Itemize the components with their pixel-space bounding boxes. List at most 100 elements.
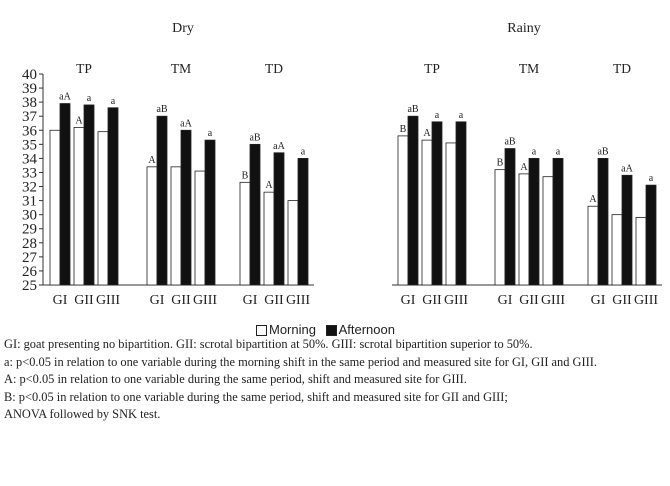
bar-morning bbox=[611, 214, 623, 286]
note-groups: GI: goat presenting no bipartition. GII:… bbox=[4, 337, 533, 351]
y-tick-label: 35 bbox=[22, 137, 37, 153]
bar-morning bbox=[445, 142, 457, 286]
note-anova: ANOVA followed by SNK test. bbox=[4, 407, 161, 421]
bar-afternoon bbox=[645, 184, 657, 286]
y-tick-label: 33 bbox=[22, 165, 37, 181]
data-label: B bbox=[242, 170, 249, 181]
y-tick-label: 27 bbox=[22, 250, 38, 266]
data-label: A bbox=[148, 155, 156, 166]
bar-afternoon bbox=[180, 129, 192, 286]
y-tick-label: 30 bbox=[22, 208, 37, 224]
data-label: a bbox=[435, 110, 440, 121]
y-tick-label: 25 bbox=[22, 278, 37, 294]
data-label: A bbox=[589, 194, 597, 205]
site-label-tp: TP bbox=[424, 61, 440, 76]
x-tick-label: GIII bbox=[193, 293, 217, 308]
data-label: aA bbox=[59, 92, 71, 103]
bar-morning bbox=[587, 205, 599, 286]
bar-afternoon bbox=[107, 107, 119, 286]
data-label: B bbox=[400, 124, 407, 135]
legend-swatch-morning bbox=[256, 325, 267, 337]
x-tick-label: GI bbox=[53, 293, 68, 308]
y-tick-label: 36 bbox=[22, 123, 38, 139]
x-tick-label: GIII bbox=[286, 293, 310, 308]
bar-morning bbox=[421, 139, 433, 286]
data-label: aA bbox=[621, 163, 633, 174]
site-label-tm: TM bbox=[519, 61, 539, 76]
bar-afternoon bbox=[249, 143, 261, 286]
data-label: a bbox=[649, 173, 654, 184]
bar-afternoon bbox=[59, 103, 71, 286]
y-tick-label: 31 bbox=[22, 194, 37, 210]
data-label: a bbox=[459, 110, 464, 121]
note-a: a: p<0.05 in relation to one variable du… bbox=[4, 354, 597, 369]
bar-afternoon bbox=[204, 139, 216, 286]
y-tick-label: 29 bbox=[22, 222, 37, 238]
data-label: aA bbox=[180, 118, 192, 129]
data-label: a bbox=[87, 93, 92, 104]
x-tick-label: GII bbox=[171, 293, 191, 308]
legend-item-morning: Morning bbox=[256, 322, 316, 337]
chart-legend: Morning Afternoon bbox=[256, 322, 401, 337]
bar-morning bbox=[542, 176, 554, 286]
bar-morning bbox=[194, 170, 206, 286]
x-tick-label: GII bbox=[612, 293, 632, 308]
x-tick-label: GI bbox=[591, 293, 606, 308]
x-tick-label: GII bbox=[519, 293, 539, 308]
y-tick-label: 39 bbox=[22, 81, 37, 97]
site-label-tm: TM bbox=[171, 61, 191, 76]
bar-morning bbox=[397, 135, 409, 286]
data-label: a bbox=[111, 96, 116, 107]
y-tick-label: 40 bbox=[22, 67, 37, 83]
x-tick-label: GIII bbox=[541, 293, 565, 308]
data-label: A bbox=[265, 180, 273, 191]
bar-afternoon bbox=[83, 104, 95, 286]
data-label: A bbox=[520, 162, 528, 173]
bar-afternoon bbox=[297, 157, 309, 286]
bar-morning bbox=[518, 173, 530, 286]
y-tick-label: 32 bbox=[22, 180, 37, 196]
bar-afternoon bbox=[156, 115, 168, 286]
bar-morning bbox=[635, 217, 647, 286]
x-tick-label: GI bbox=[150, 293, 165, 308]
x-tick-label: GIII bbox=[96, 293, 120, 308]
note-A: A: p<0.05 in relation to one variable du… bbox=[4, 372, 467, 386]
data-label: aB bbox=[597, 146, 608, 157]
bar-morning bbox=[170, 166, 182, 286]
bar-afternoon bbox=[407, 115, 419, 286]
y-tick-label: 28 bbox=[22, 236, 37, 252]
data-label: a bbox=[532, 146, 537, 157]
bar-morning bbox=[49, 129, 61, 286]
bar-afternoon bbox=[597, 157, 609, 286]
data-label: aB bbox=[504, 137, 515, 148]
bar-afternoon bbox=[455, 121, 467, 286]
x-tick-label: GI bbox=[401, 293, 416, 308]
bar-afternoon bbox=[431, 121, 443, 286]
x-tick-label: GII bbox=[264, 293, 284, 308]
site-label-tp: TP bbox=[76, 61, 92, 76]
data-label: a bbox=[301, 146, 306, 157]
data-label: aB bbox=[407, 104, 418, 115]
legend-label-morning: Morning bbox=[269, 322, 316, 337]
bar-morning bbox=[146, 166, 158, 286]
y-tick-label: 34 bbox=[22, 151, 38, 167]
x-tick-label: GI bbox=[243, 293, 258, 308]
data-label: a bbox=[208, 128, 213, 139]
x-tick-label: GII bbox=[422, 293, 442, 308]
bar-afternoon bbox=[621, 174, 633, 286]
legend-swatch-afternoon bbox=[325, 325, 337, 337]
legend-label-afternoon: Afternoon bbox=[338, 322, 395, 337]
data-label: aB bbox=[249, 132, 260, 143]
note-B: B: p<0.05 in relation to one variable du… bbox=[4, 389, 508, 404]
data-label: A bbox=[423, 128, 431, 139]
bar-afternoon bbox=[273, 152, 285, 286]
legend-item-afternoon: Afternoon bbox=[325, 322, 395, 337]
panel-title-dry: Dry bbox=[172, 21, 194, 36]
data-label: A bbox=[75, 115, 83, 126]
x-tick-label: GI bbox=[498, 293, 513, 308]
bar-morning bbox=[287, 200, 299, 286]
figure-notes: GI: goat presenting no bipartition. GII:… bbox=[4, 336, 664, 424]
x-tick-label: GII bbox=[74, 293, 94, 308]
x-tick-label: GIII bbox=[634, 293, 658, 308]
